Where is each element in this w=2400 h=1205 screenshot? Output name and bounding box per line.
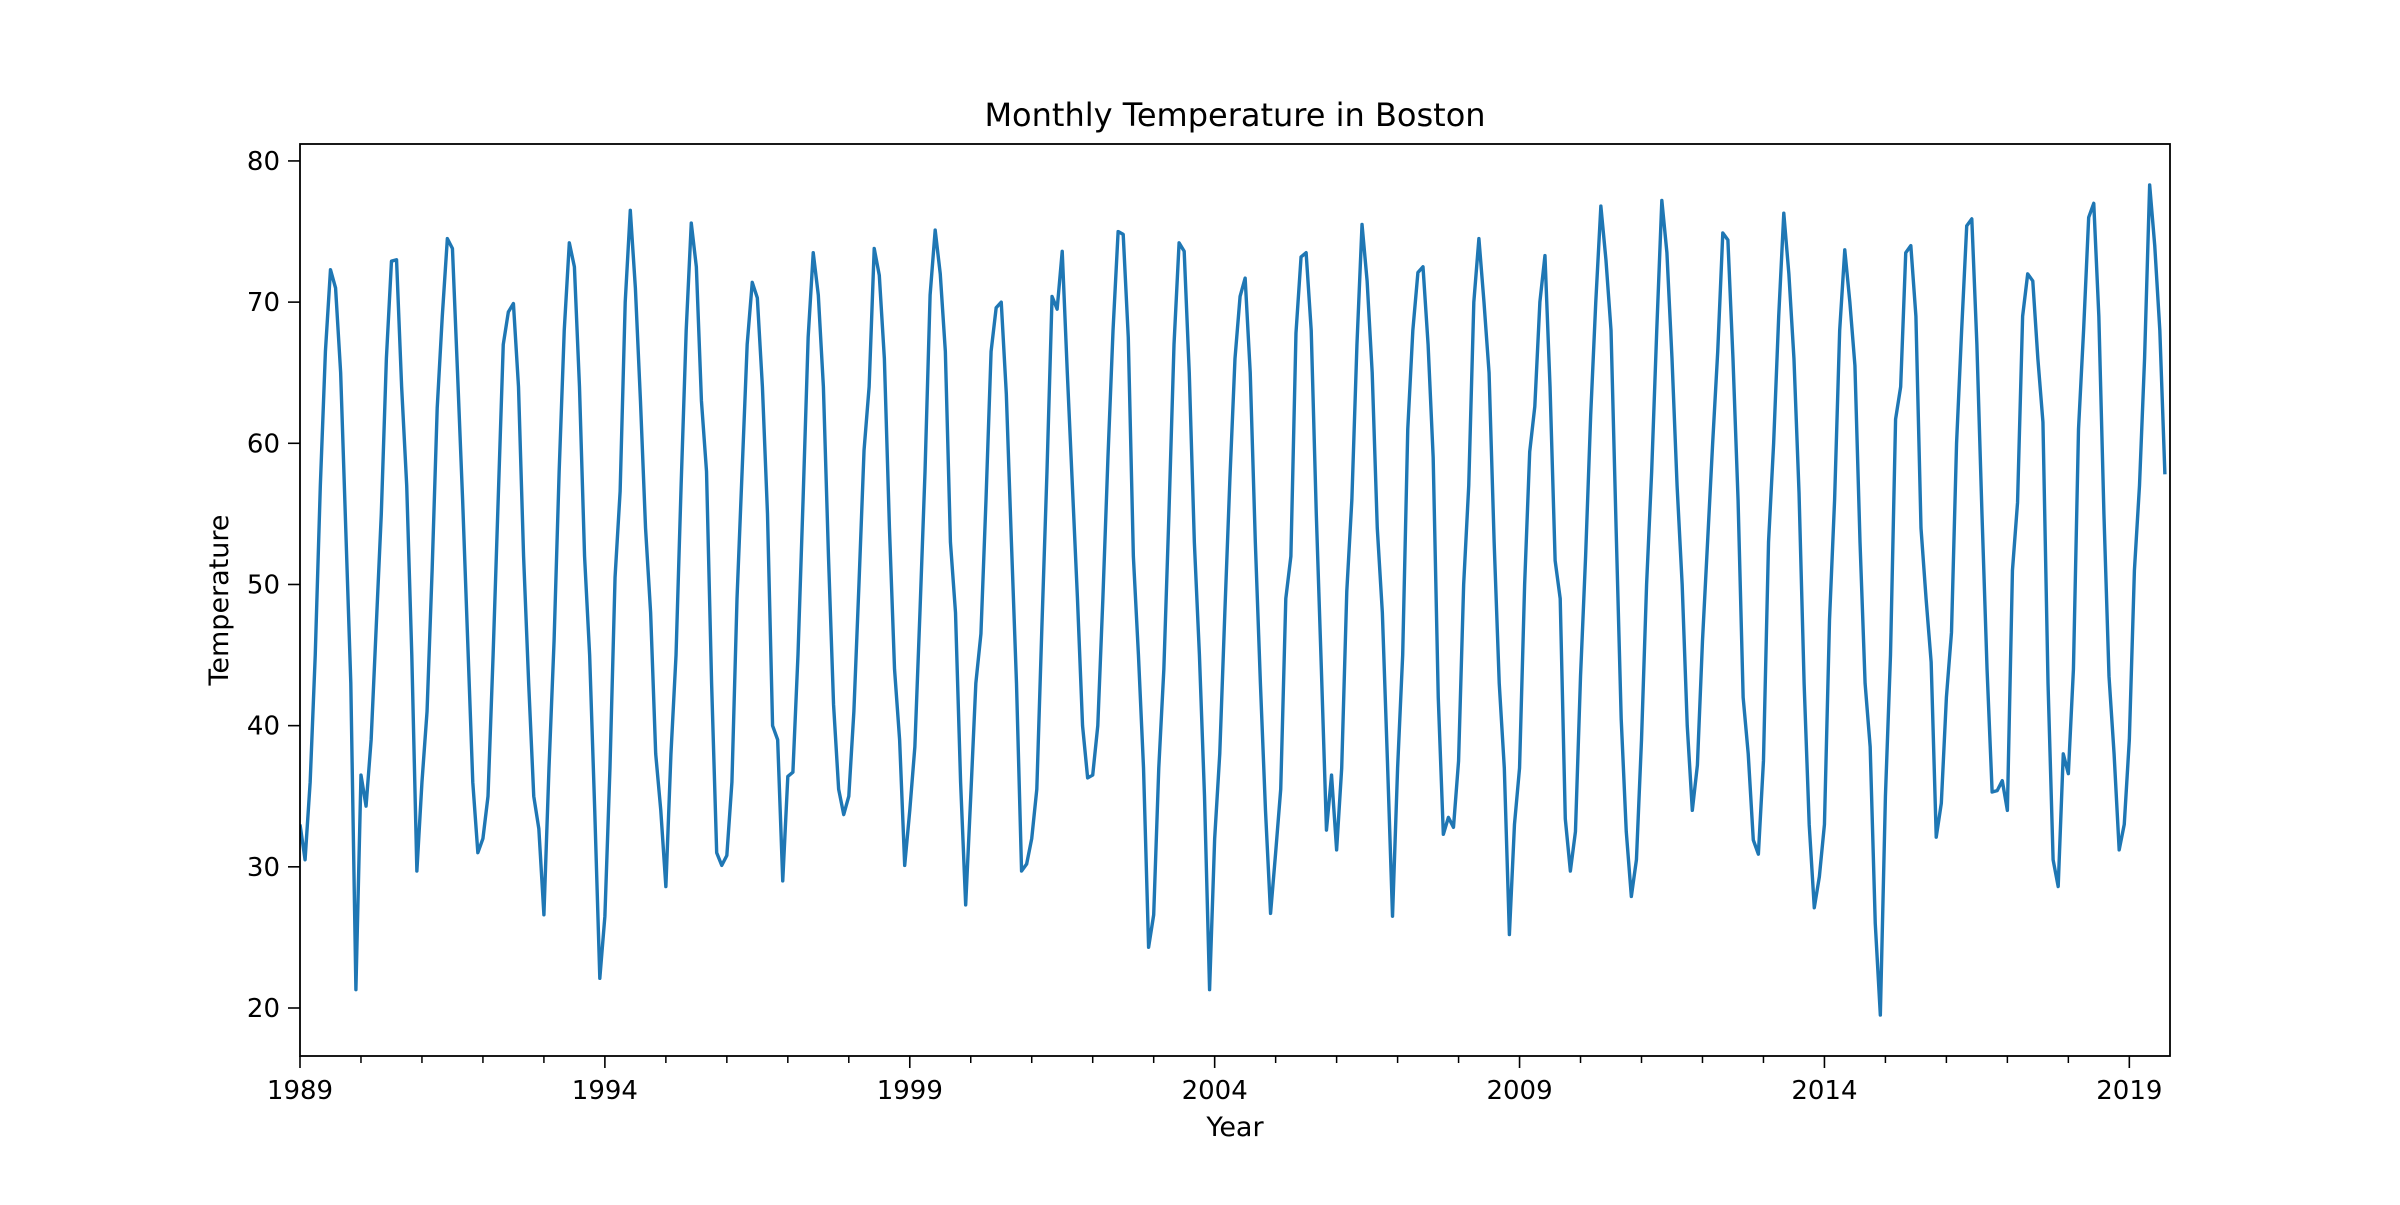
y-tick-label: 70 <box>247 288 280 318</box>
y-tick-label: 50 <box>247 570 280 600</box>
x-tick-label: 1989 <box>267 1076 333 1106</box>
x-tick-label: 2019 <box>2096 1076 2162 1106</box>
chart-title: Monthly Temperature in Boston <box>984 96 1485 134</box>
x-tick-label: 2004 <box>1182 1076 1248 1106</box>
series-line <box>300 183 2167 1017</box>
x-tick-label: 2009 <box>1486 1076 1552 1106</box>
y-tick-label: 40 <box>247 712 280 742</box>
x-tick-label: 1994 <box>572 1076 638 1106</box>
x-axis-label: Year <box>1205 1112 1264 1143</box>
y-tick-label: 20 <box>247 994 280 1024</box>
axes-frame <box>299 143 2171 1057</box>
y-tick-label: 30 <box>247 853 280 883</box>
y-axis-label: Temperature <box>204 514 235 686</box>
y-tick-label: 60 <box>247 429 280 459</box>
x-tick-label: 1999 <box>877 1076 943 1106</box>
x-tick-label: 2014 <box>1791 1076 1857 1106</box>
plot-area: 1989 1994 1999 2004 2009 2014 2019 20 30 40 50 60 70… <box>247 143 2171 1106</box>
y-tick-label: 80 <box>247 147 280 177</box>
